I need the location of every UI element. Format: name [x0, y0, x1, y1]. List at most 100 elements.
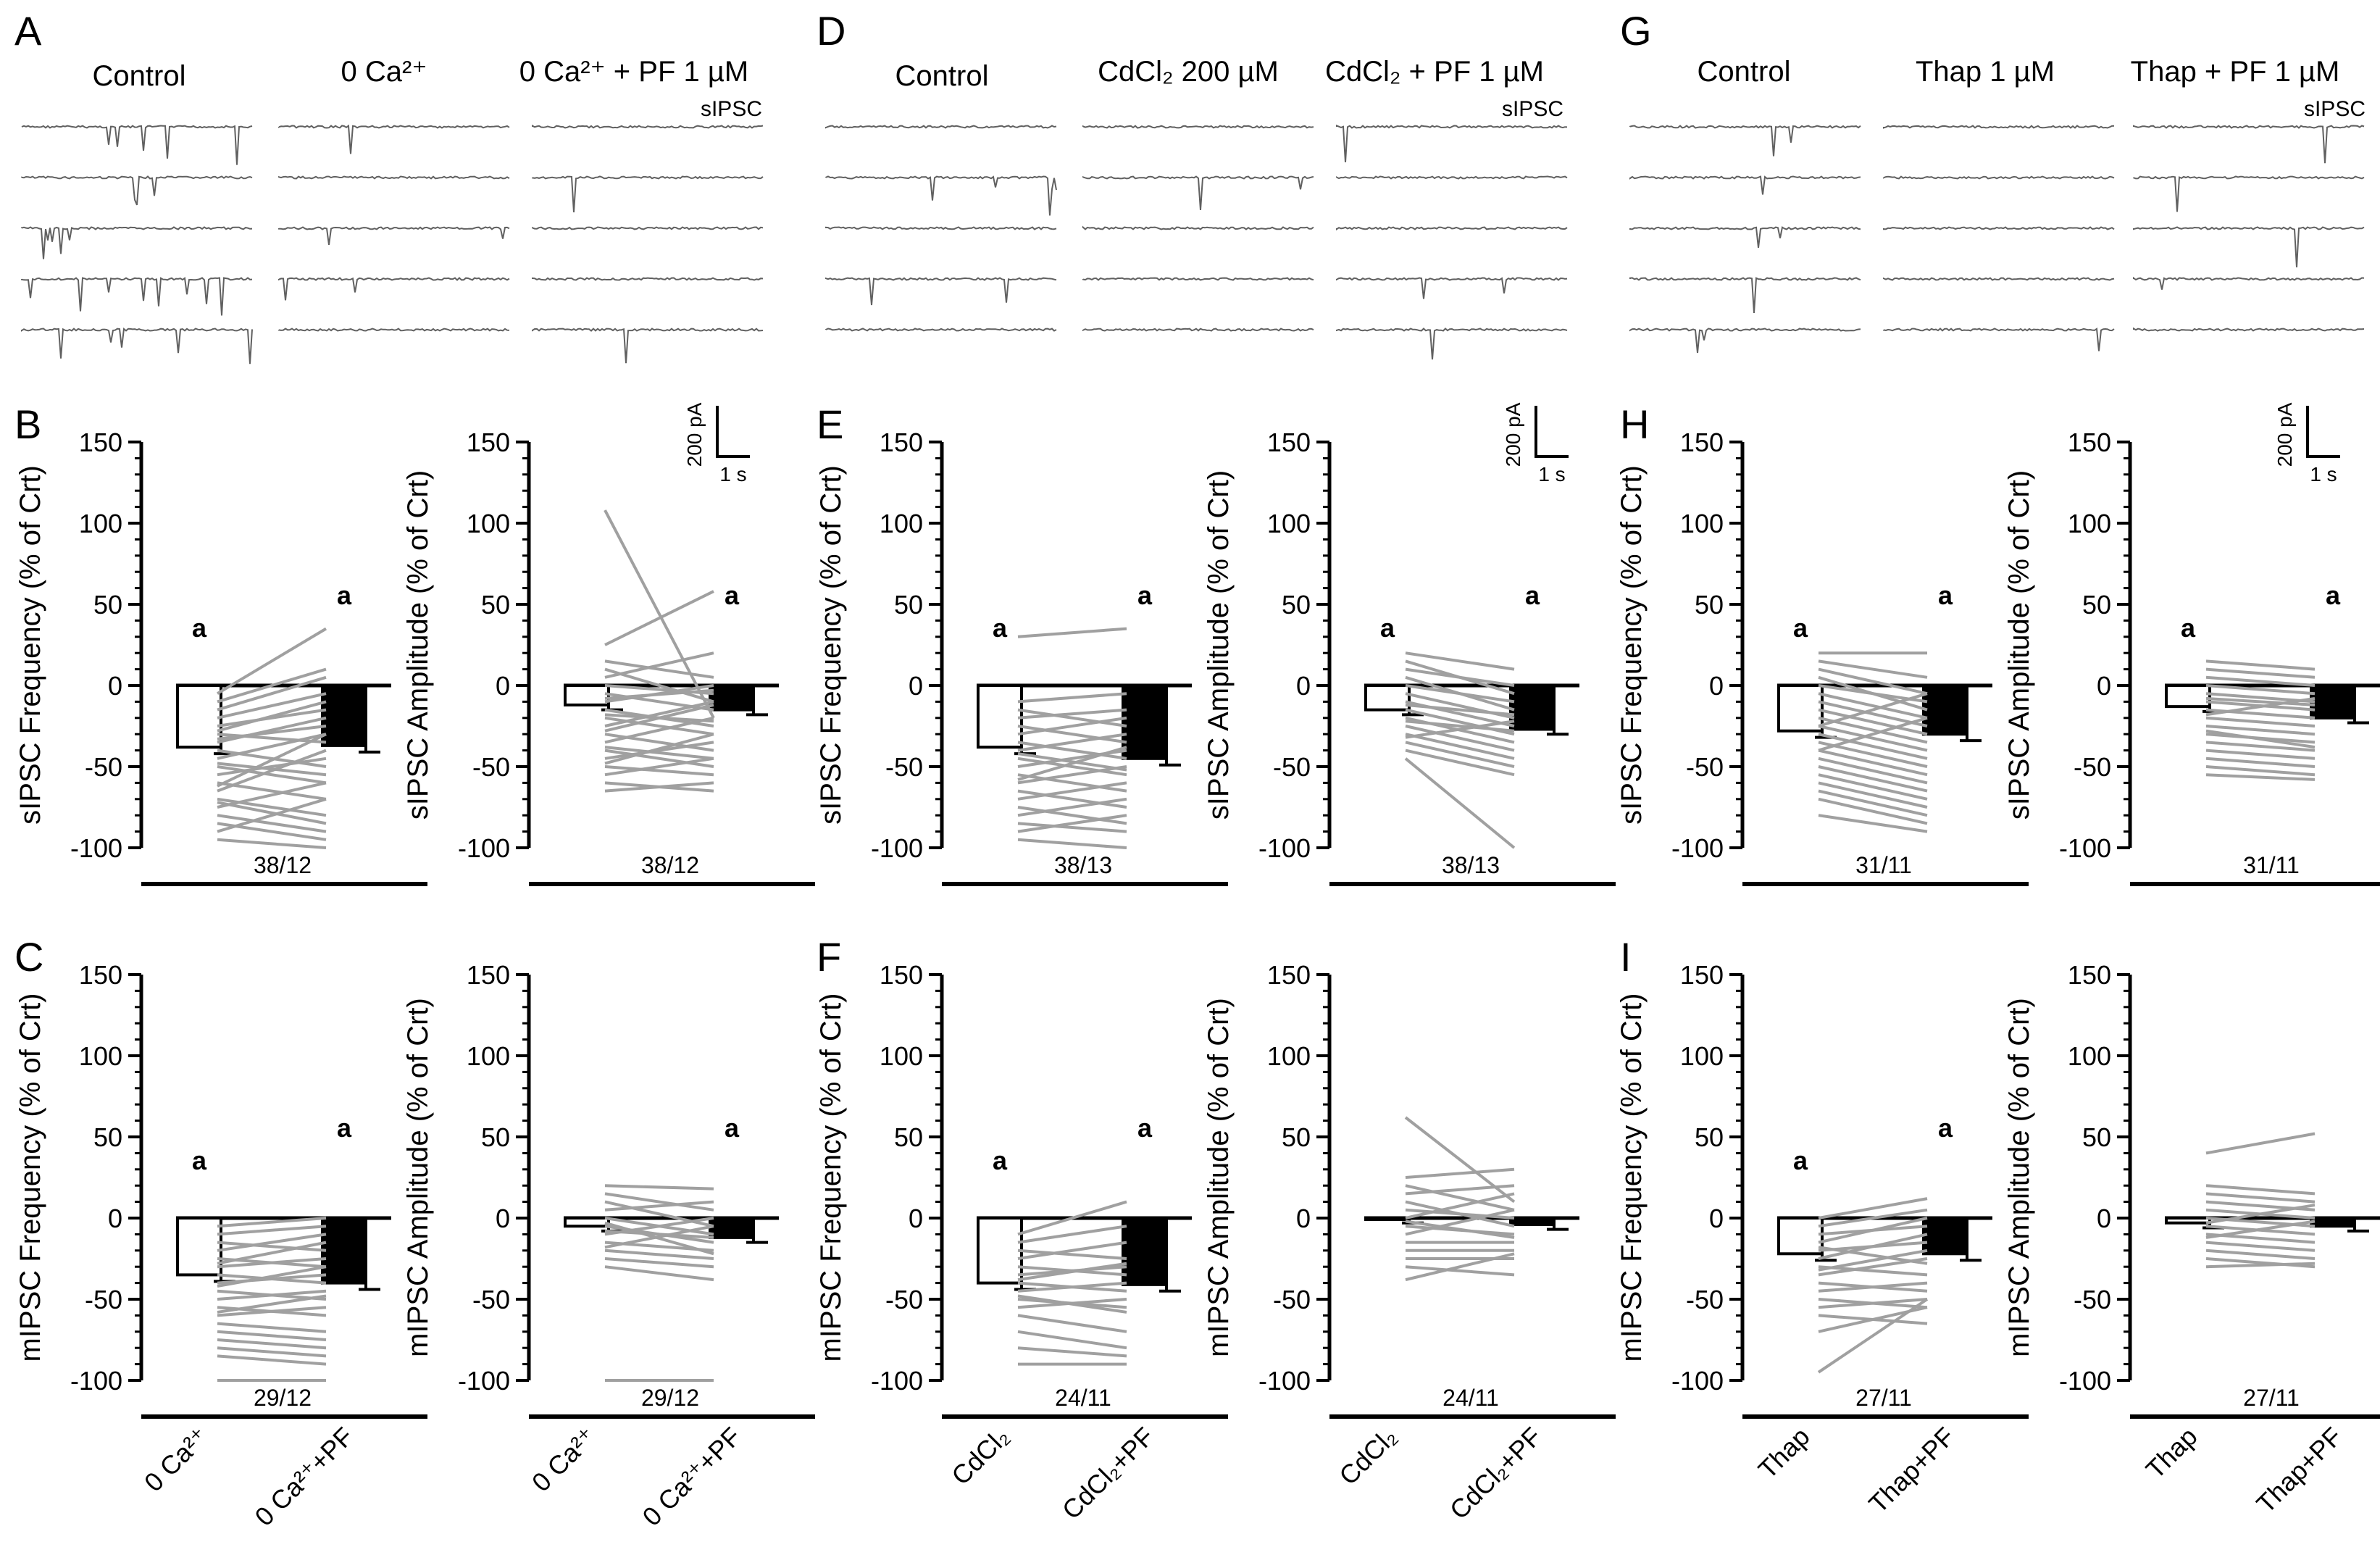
bar-condition-pf: [1922, 1217, 1968, 1256]
scale-bar-H: 200 pA 1 s: [2273, 402, 2340, 485]
current-trace: [825, 226, 1057, 230]
paired-line: [1818, 1208, 1928, 1228]
paired-line: [604, 1192, 714, 1212]
bar-condition: [2165, 1217, 2211, 1225]
significance-marker: a: [337, 1113, 352, 1143]
paired-line: [1017, 627, 1127, 638]
current-trace: [21, 175, 253, 206]
y-tick-label: 0: [1296, 1204, 1311, 1233]
bar-condition: [1777, 1217, 1824, 1256]
paired-line: [217, 675, 327, 712]
paired-line: [1017, 708, 1127, 728]
paired-line: [604, 700, 714, 728]
paired-line: [217, 1225, 327, 1236]
y-axis-label: mIPSC Frequency (% of Crt): [815, 993, 847, 1362]
bar-condition-pf: [1509, 1217, 1556, 1226]
paired-line: [1017, 814, 1127, 833]
y-axis-label: sIPSC Amplitude (% of Crt): [2003, 470, 2035, 820]
y-tick-label: 150: [1680, 428, 1724, 457]
paired-line: [1017, 733, 1127, 752]
y-tick-label: 0: [909, 1204, 923, 1233]
paired-line: [1405, 684, 1515, 704]
y-tick-label: 0: [496, 671, 510, 701]
panel-G: G Control Thap 1 µM Thap + PF 1 µM sIPSC: [1620, 8, 2366, 354]
y-axis-label: sIPSC Frequency (% of Crt): [815, 465, 847, 825]
paired-line: [1017, 746, 1127, 781]
paired-line: [1405, 1167, 1515, 1179]
n-label: 38/12: [641, 852, 699, 878]
y-tick-label: 0: [2097, 671, 2111, 701]
paired-line: [1818, 708, 1928, 736]
current-trace: [825, 125, 1057, 129]
y-tick-label: -50: [85, 752, 122, 782]
y-tick-label: 150: [880, 428, 923, 457]
significance-marker: a: [192, 613, 207, 643]
y-tick-label: 0: [496, 1204, 510, 1233]
current-trace: [532, 175, 764, 213]
y-axis-label: sIPSC Amplitude (% of Crt): [1203, 470, 1235, 820]
paired-line: [1405, 1252, 1515, 1282]
y-tick-label: 150: [1680, 960, 1724, 990]
bar-condition: [176, 1217, 222, 1277]
paired-line: [2205, 1220, 2316, 1239]
condition-label-control-D: Control: [895, 60, 989, 92]
paired-line: [1818, 692, 1928, 720]
paired-line: [1405, 749, 1515, 777]
scale-bar-amplitude: 200 pA: [2273, 402, 2296, 467]
significance-marker: a: [2181, 613, 2196, 643]
y-tick-label: 150: [79, 960, 122, 990]
paired-line: [1817, 1298, 1929, 1374]
chart-F-amplitude: -100 -50 0 50 100 150 mIPSC Amplitude (% of Cr…: [1203, 960, 1616, 1525]
paired-line: [2205, 741, 2316, 752]
paired-line: [604, 1257, 714, 1269]
chart-C-amplitude: -100 -50 0 50 100 150 mIPSC Amplitude (% of Cr…: [402, 960, 815, 1532]
y-tick-label: 100: [1267, 509, 1311, 538]
n-label: 38/13: [1054, 852, 1112, 878]
paired-line: [2205, 1184, 2316, 1196]
current-trace: [1629, 175, 1861, 195]
y-tick-label: -50: [2074, 1285, 2111, 1314]
paired-line: [604, 756, 714, 777]
y-tick-label: 50: [894, 1122, 923, 1152]
paired-line: [604, 1200, 714, 1212]
y-tick-label: 150: [1267, 428, 1311, 457]
paired-line: [216, 627, 327, 695]
y-tick-label: 100: [880, 509, 923, 538]
significance-marker: a: [1525, 580, 1540, 610]
paired-line: [604, 1221, 714, 1256]
x-category-label: CdCl₂+PF: [1056, 1422, 1160, 1525]
paired-line: [217, 1338, 327, 1350]
paired-line: [2205, 1248, 2316, 1260]
current-trace: [1883, 277, 2115, 281]
condition-label-cdcl2-pf-D: CdCl₂ + PF 1 µM: [1325, 56, 1544, 88]
y-tick-label: -100: [2059, 833, 2111, 863]
x-category-label: 0 Ca²⁺: [138, 1422, 214, 1498]
significance-marker: a: [1380, 613, 1395, 643]
paired-line: [1017, 838, 1127, 849]
paired-line: [1017, 789, 1127, 809]
scale-bar-time: 1 s: [1538, 463, 1565, 485]
current-trace: [825, 277, 1057, 306]
paired-line: [604, 651, 714, 679]
paired-line: [217, 1322, 327, 1333]
paired-line: [1017, 1330, 1127, 1350]
panel-D: D Control CdCl₂ 200 µM CdCl₂ + PF 1 µM s…: [817, 8, 1568, 360]
paired-line: [1818, 733, 1928, 760]
panel-letter-B: B: [14, 401, 41, 447]
significance-marker: a: [1137, 1113, 1153, 1143]
significance-marker: a: [725, 1113, 740, 1143]
paired-line: [217, 765, 327, 785]
x-category-label: CdCl₂+PF: [1444, 1422, 1548, 1525]
paired-line: [1405, 1192, 1515, 1220]
paired-line: [2205, 765, 2316, 777]
y-tick-label: -50: [472, 752, 510, 782]
bar-condition-pf: [2310, 1217, 2356, 1228]
y-axis-label: sIPSC Amplitude (% of Crt): [402, 470, 434, 820]
y-tick-label: -50: [885, 752, 923, 782]
current-trace: [1629, 328, 1861, 354]
x-category-label: CdCl₂: [945, 1422, 1014, 1491]
y-tick-label: 0: [2097, 1204, 2111, 1233]
current-trace: [278, 124, 510, 154]
y-axis-label: mIPSC Amplitude (% of Crt): [402, 998, 434, 1357]
